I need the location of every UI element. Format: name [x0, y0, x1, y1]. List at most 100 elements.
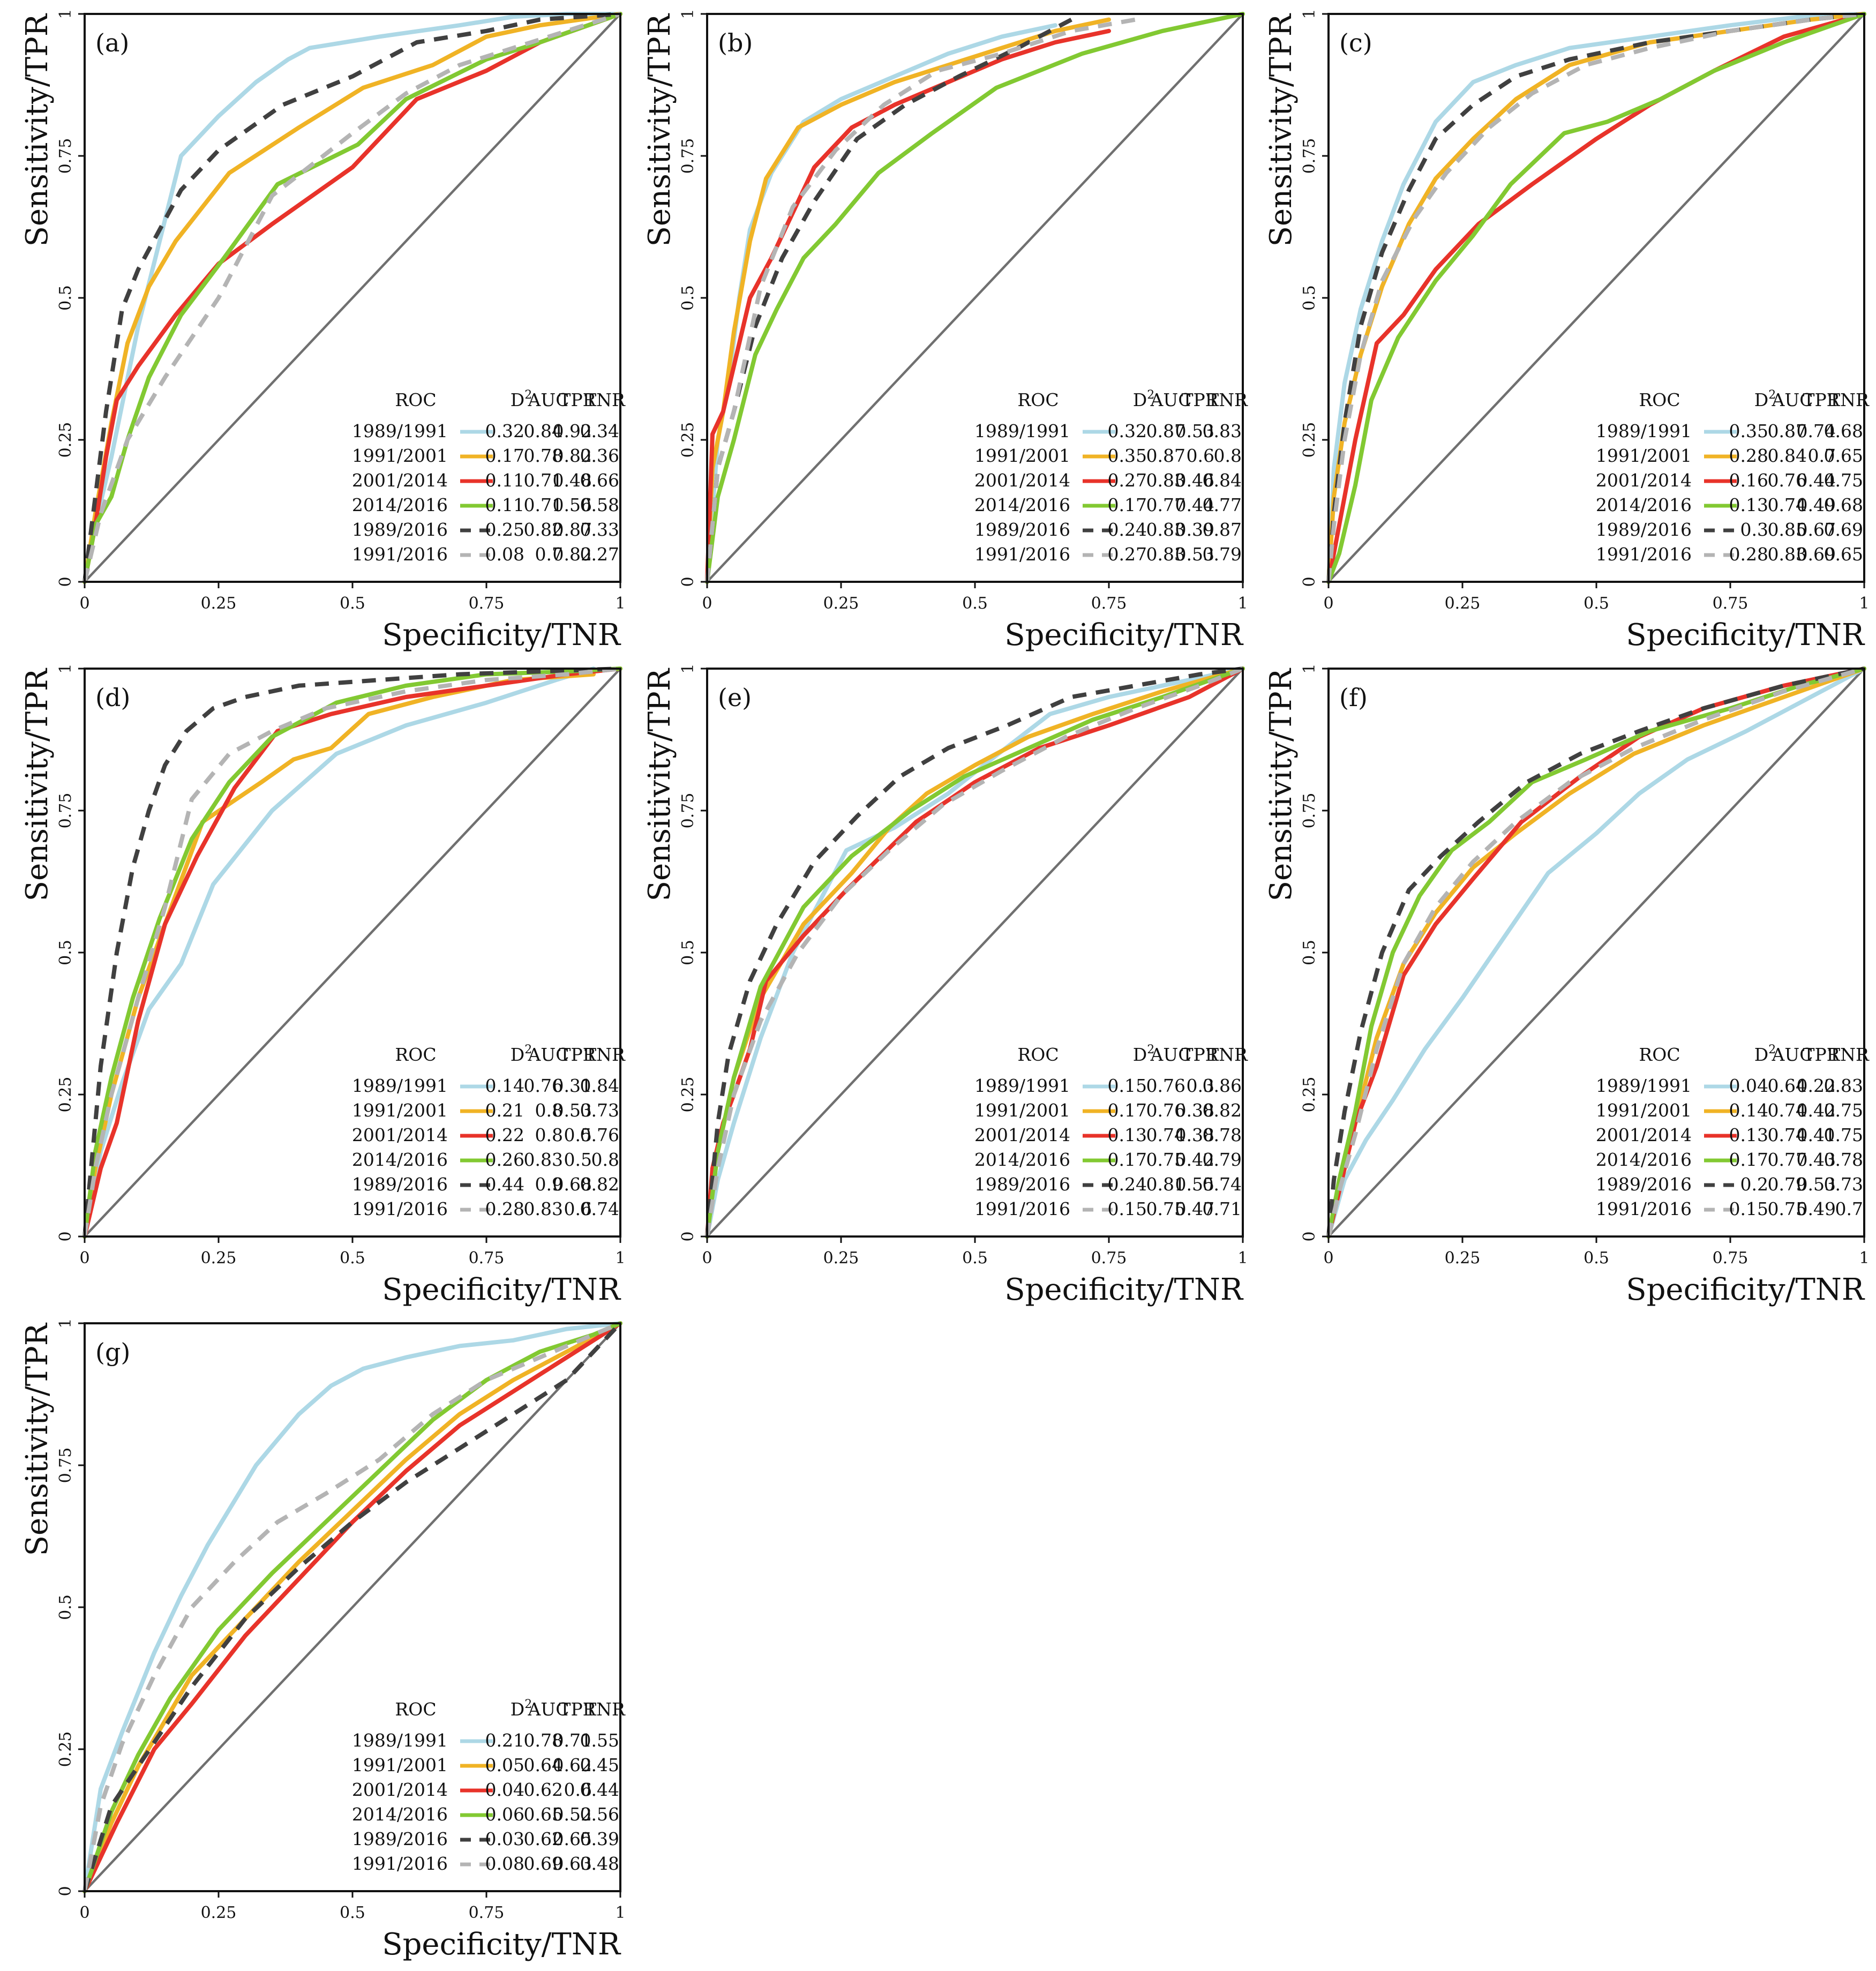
legend-d2-value: 0.17: [1108, 1100, 1147, 1121]
panel-label: (b): [718, 28, 753, 57]
legend-header-tpr: TPR: [1803, 389, 1840, 410]
x-tick-label: 1: [1859, 1249, 1869, 1268]
legend-d2-value: 0.2: [1740, 1174, 1768, 1195]
legend-auc-value: 0.74: [1768, 1100, 1807, 1121]
legend-header-tnr: TNR: [1828, 1044, 1870, 1065]
x-tick-label: 1: [615, 594, 625, 613]
legend-tnr-value: 0.55: [580, 1730, 619, 1751]
x-tick-label: 0.5: [340, 1249, 365, 1268]
legend-header-tpr: TPR: [559, 1699, 596, 1720]
legend-series-name: 1991/2016: [1596, 1198, 1692, 1219]
legend-header-d2: D2: [1754, 388, 1776, 410]
legend-header-tpr: TPR: [1803, 1044, 1840, 1065]
legend-tnr-value: 0.87: [1203, 519, 1242, 540]
legend-tnr-value: 0.75: [1824, 1125, 1863, 1145]
legend-d2-value: 0.15: [1729, 1198, 1768, 1219]
legend-tpr-value: 0.53: [553, 1100, 592, 1121]
legend-series-name: 1991/2016: [352, 544, 448, 565]
legend-d2-value: 0.14: [485, 1075, 524, 1096]
legend-auc-value: 0.87: [1768, 421, 1807, 441]
y-tick-label: 0.5: [1300, 940, 1319, 965]
legend-series-name: 1989/1991: [974, 421, 1070, 441]
legend-tnr-value: 0.65: [1824, 445, 1863, 466]
legend-auc-value: 0.77: [1768, 1149, 1807, 1170]
legend-d2-value: 0.04: [1729, 1075, 1768, 1096]
legend-header-roc: ROC: [1639, 389, 1680, 410]
legend-tpr-value: 0.55: [1175, 1174, 1214, 1195]
x-tick-label: 0.5: [1584, 1249, 1609, 1268]
panel-e: 00 0.25 0.25 0.5 0.5 0.75 0.75 1 1 Specificity/TN…: [642, 663, 1248, 1307]
legend-header-tpr: TPR: [1181, 1044, 1219, 1065]
panel-label: (g): [95, 1338, 130, 1367]
legend-d2-value: 0.11: [485, 470, 524, 491]
legend-series-name: 2014/2016: [352, 1804, 448, 1825]
legend-auc-value: 0.71: [524, 494, 563, 515]
legend-auc-value: 0.83: [1146, 544, 1185, 565]
legend-header-tnr: TNR: [1207, 1044, 1248, 1065]
y-tick-label: 0.25: [56, 1077, 75, 1113]
legend-tnr-value: 0.83: [1203, 421, 1242, 441]
legend-auc-value: 0.83: [524, 1149, 563, 1170]
reference-diagonal: [84, 13, 621, 583]
legend-tpr-value: 0.62: [553, 1755, 592, 1775]
legend-auc-value: 0.76: [524, 1075, 563, 1096]
legend-tpr-value: 0.31: [553, 1075, 592, 1096]
legend-header-auc: AUC: [1772, 389, 1813, 410]
x-tick-label: 0: [702, 594, 712, 613]
legend-d2-value: 0.44: [485, 1174, 524, 1195]
legend-header-tnr: TNR: [584, 1699, 626, 1720]
legend-tpr-value: 0.39: [1175, 519, 1214, 540]
legend-tpr-value: 0.47: [1175, 1198, 1214, 1219]
legend-tnr-value: 0.77: [1203, 494, 1242, 515]
x-axis-title: Specificity/TNR: [382, 1272, 621, 1307]
legend-tpr-value: 0.82: [553, 445, 592, 466]
x-tick-label: 0.25: [823, 594, 859, 613]
legend-series-name: 1989/2016: [1596, 519, 1692, 540]
legend-d2-value: 0.14: [1729, 1100, 1768, 1121]
x-tick-label: 1: [1237, 594, 1248, 613]
legend-series-name: 2001/2014: [352, 1779, 448, 1800]
y-tick-label: 0: [56, 1231, 75, 1241]
roc-line-1989-1991: [1326, 666, 1866, 1239]
legend-d2-value: 0.15: [1108, 1075, 1147, 1096]
legend-tpr-value: 0.6: [564, 1779, 592, 1800]
y-tick-label: 1: [56, 663, 75, 673]
x-tick-label: 0.75: [469, 1903, 505, 1922]
legend-series-name: 1991/2001: [974, 1100, 1070, 1121]
legend-tnr-value: 0.65: [1824, 544, 1863, 565]
reference-diagonal: [706, 13, 1244, 583]
x-axis-title: Specificity/TNR: [1004, 1272, 1244, 1307]
y-tick-label: 0.5: [56, 940, 75, 965]
legend-tnr-value: 0.45: [580, 1755, 619, 1775]
legend-tnr-value: 0.58: [580, 494, 619, 515]
legend-auc-value: 0.83: [524, 1198, 563, 1219]
legend-tpr-value: 0.43: [1797, 1149, 1836, 1170]
legend-d2-value: 0.27: [1108, 544, 1147, 565]
legend-d2-value: 0.05: [485, 1755, 524, 1775]
legend-series-name: 1989/2016: [352, 519, 448, 540]
x-tick-label: 0.5: [1584, 594, 1609, 613]
legend-tnr-value: 0.75: [1824, 470, 1863, 491]
legend-auc-value: 0.71: [524, 470, 563, 491]
legend-tnr-value: 0.44: [580, 1779, 619, 1800]
legend-auc-value: 0.75: [1146, 1149, 1185, 1170]
legend-d2-value: 0.17: [1108, 1149, 1147, 1170]
legend-d2-value: 0.24: [1108, 1174, 1147, 1195]
legend-tnr-value: 0.33: [580, 519, 619, 540]
legend-tpr-value: 0.3: [1187, 1075, 1214, 1096]
legend-series-name: 1991/2016: [974, 1198, 1070, 1219]
legend-header-d2: D2: [1754, 1043, 1776, 1065]
legend-d2-value: 0.08: [485, 1853, 524, 1874]
legend-tnr-value: 0.79: [1203, 1149, 1242, 1170]
legend-auc-value: 0.69: [524, 1853, 563, 1874]
legend-header-tnr: TNR: [584, 1044, 626, 1065]
legend-tnr-value: 0.79: [1203, 544, 1242, 565]
legend-series-name: 1989/1991: [1596, 1075, 1692, 1096]
legend-auc-value: 0.75: [1768, 1198, 1807, 1219]
legend-series-name: 1989/2016: [1596, 1174, 1692, 1195]
legend-series-name: 1989/2016: [974, 1174, 1070, 1195]
legend-auc-value: 0.9: [535, 1174, 563, 1195]
roc-line-1989-1991: [1326, 12, 1866, 584]
legend-series-name: 2001/2014: [974, 1125, 1070, 1145]
legend-series-name: 2014/2016: [974, 494, 1070, 515]
